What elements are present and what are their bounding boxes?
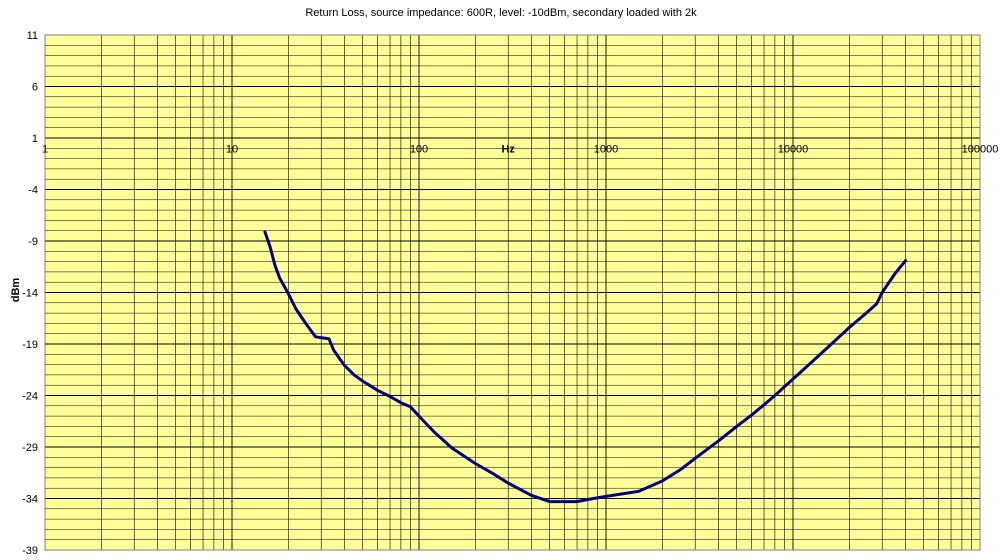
y-tick-label: 6: [32, 82, 38, 94]
x-tick-label: 1000: [594, 143, 618, 155]
y-tick-label: -19: [22, 339, 38, 351]
return-loss-line: [263, 230, 908, 504]
plot-border: [44, 34, 981, 551]
y-axis-tick-labels: 11 6 1 -4 -9 -14 -19 -24 -29 -34 -39: [22, 30, 38, 557]
y-tick-label: -29: [22, 442, 38, 454]
chart-title: Return Loss, source impedance: 600R, lev…: [305, 7, 697, 19]
y-tick-label: 1: [32, 133, 38, 145]
y-tick-label: -39: [22, 545, 38, 557]
x-axis-title: Hz: [501, 143, 515, 155]
y-tick-label: -34: [22, 494, 38, 506]
x-tick-label: 100: [410, 143, 428, 155]
x-tick-label: 10: [226, 143, 238, 155]
y-tick-label: -14: [22, 288, 38, 300]
x-tick-label: 10000: [778, 143, 809, 155]
y-tick-label: -24: [22, 391, 38, 403]
y-tick-label: -9: [28, 236, 38, 248]
y-tick-label: -4: [28, 185, 38, 197]
x-tick-label: 1: [42, 143, 48, 155]
major-gridlines: [44, 34, 981, 551]
x-axis-tick-labels: 1 10 100 1000 10000 100000: [42, 143, 998, 155]
y-tick-label: 11: [27, 30, 38, 42]
x-tick-label: 100000: [962, 143, 999, 155]
